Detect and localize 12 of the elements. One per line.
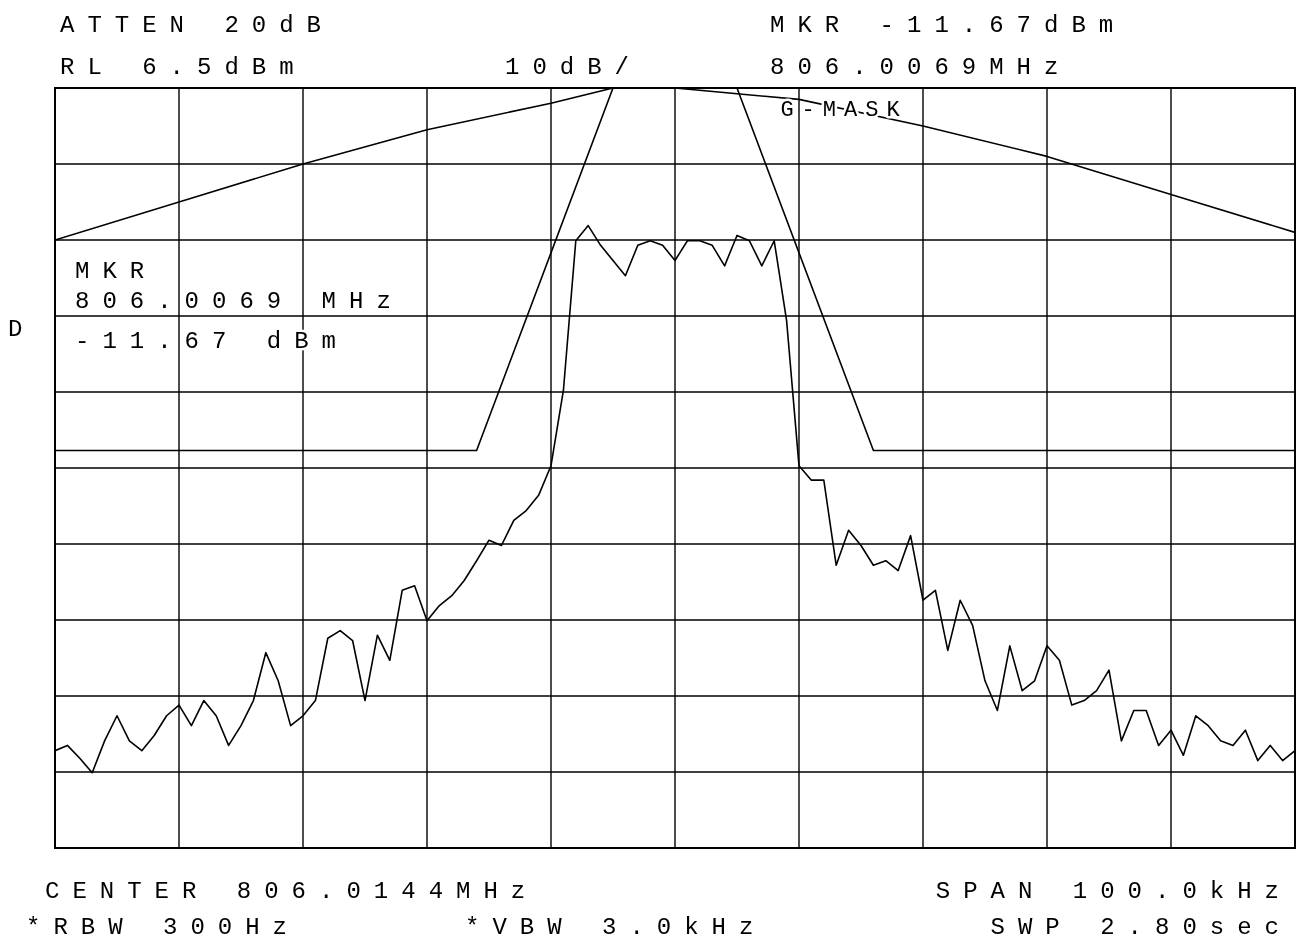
annotation: MKR xyxy=(75,258,158,285)
text: *VBW 3.0kHz xyxy=(465,914,767,941)
text: SPAN 100.0kHz xyxy=(935,878,1292,905)
text: D xyxy=(8,316,36,343)
text: CENTER 806.0144MHz xyxy=(45,878,539,905)
text: RL 6.5dBm xyxy=(60,54,307,81)
text: SWP 2.80sec xyxy=(990,914,1292,941)
text: MKR -11.67dBm xyxy=(770,12,1127,39)
text: 10dB/ xyxy=(505,54,643,81)
text: *RBW 300Hz xyxy=(26,914,301,941)
text: 806.0069MHz xyxy=(770,54,1072,81)
text: ATTEN 20dB xyxy=(60,12,335,39)
